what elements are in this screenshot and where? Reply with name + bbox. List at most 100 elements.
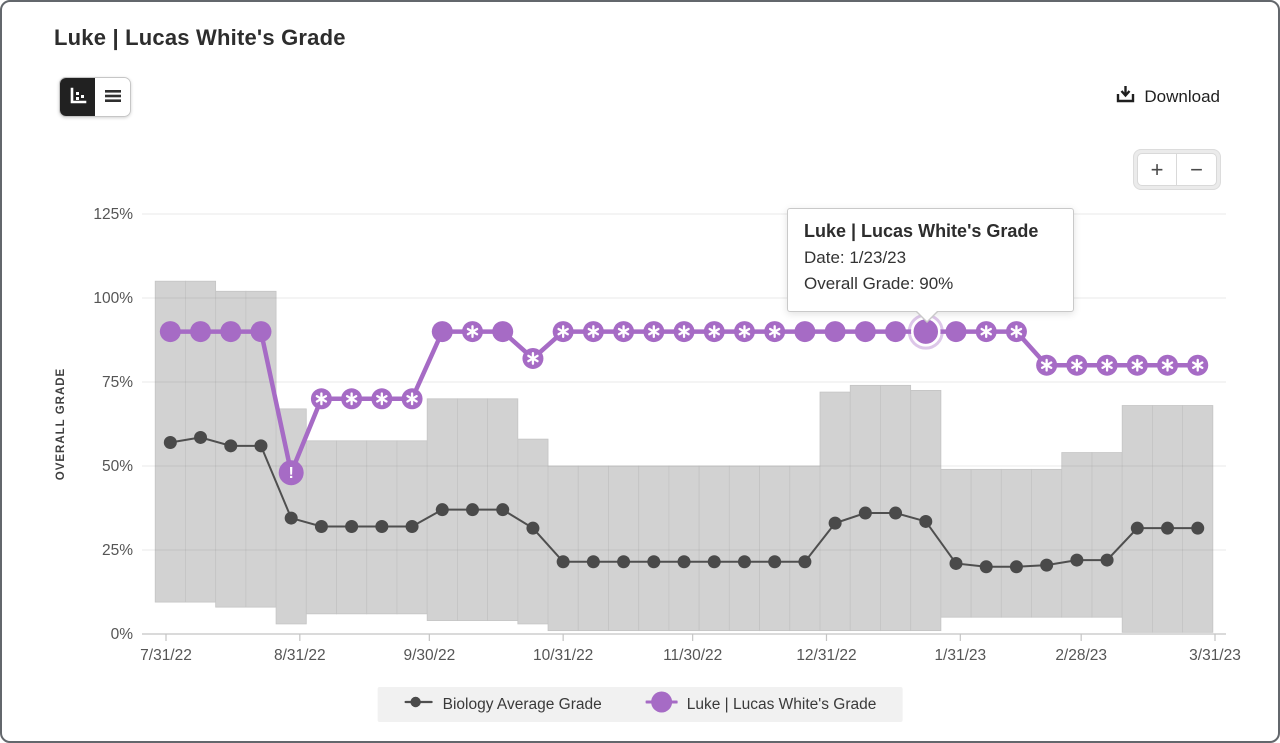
range-bar — [910, 389, 942, 632]
biology-grade-point[interactable] — [1070, 553, 1084, 567]
zoom-controls: + − — [1133, 149, 1221, 190]
luke-grade-point[interactable] — [220, 321, 242, 343]
x-axis-tick-label: 8/31/22 — [274, 647, 326, 664]
download-button[interactable]: Download — [1115, 84, 1220, 110]
biology-grade-point[interactable] — [1100, 553, 1114, 567]
x-axis-tick-label: 3/31/23 — [1189, 647, 1241, 664]
star-asterisk-icon — [768, 327, 781, 336]
star-asterisk-icon — [980, 327, 992, 336]
star-asterisk-icon — [738, 327, 751, 336]
y-axis-tick-label: 75% — [102, 374, 133, 391]
biology-grade-point[interactable] — [465, 503, 479, 517]
table-view-button[interactable] — [95, 78, 130, 116]
luke-grade-point[interactable] — [492, 321, 514, 343]
range-bar — [668, 465, 700, 632]
biology-grade-point[interactable] — [194, 430, 208, 444]
biology-grade-point[interactable] — [798, 555, 812, 569]
range-bar — [638, 465, 670, 632]
download-icon — [1115, 84, 1136, 110]
star-asterisk-icon — [376, 394, 388, 403]
legend-label-luke: Luke | Lucas White's Grade — [686, 695, 877, 713]
tooltip-date: Date: 1/23/23 — [804, 248, 907, 267]
biology-grade-point[interactable] — [163, 435, 177, 449]
x-axis-tick-label: 10/31/22 — [533, 647, 593, 664]
biology-grade-point[interactable] — [254, 439, 268, 453]
biology-grade-point[interactable] — [949, 556, 963, 570]
biology-grade-point[interactable] — [737, 555, 751, 569]
biology-grade-point[interactable] — [556, 555, 570, 569]
chart-view-button[interactable] — [60, 78, 95, 116]
range-bar — [1182, 405, 1214, 633]
range-bar — [1091, 452, 1123, 618]
star-asterisk-icon — [1131, 361, 1144, 370]
luke-grade-point[interactable] — [854, 321, 876, 343]
luke-grade-point[interactable] — [824, 321, 846, 343]
star-asterisk-icon — [678, 327, 690, 336]
range-bar — [728, 465, 760, 632]
zoom-in-button[interactable]: + — [1137, 153, 1177, 186]
range-bar — [940, 468, 972, 618]
biology-grade-point[interactable] — [677, 555, 691, 569]
biology-grade-point[interactable] — [617, 555, 631, 569]
biology-grade-point[interactable] — [284, 511, 298, 525]
biology-grade-point[interactable] — [1191, 521, 1205, 535]
page-title: Luke | Lucas White's Grade — [54, 25, 346, 50]
biology-grade-point[interactable] — [224, 439, 238, 453]
biology-grade-point[interactable] — [1009, 560, 1023, 574]
biology-grade-point[interactable] — [1161, 521, 1175, 535]
range-bar — [1121, 405, 1153, 633]
biology-grade-point[interactable] — [768, 555, 782, 569]
luke-grade-point[interactable] — [945, 321, 967, 343]
biology-grade-point[interactable] — [435, 503, 449, 517]
legend-item-biology[interactable]: Biology Average Grade — [404, 694, 602, 715]
luke-grade-point[interactable] — [431, 321, 453, 343]
star-asterisk-icon — [617, 327, 630, 336]
biology-grade-point[interactable] — [345, 519, 359, 533]
tooltip-title: Luke | Lucas White's Grade — [804, 221, 1039, 241]
biology-grade-point[interactable] — [979, 560, 993, 574]
biology-grade-point[interactable] — [405, 519, 419, 533]
biology-grade-point[interactable] — [526, 521, 540, 535]
biology-grade-point[interactable] — [496, 503, 510, 517]
luke-grade-point[interactable] — [190, 321, 212, 343]
luke-grade-point-warning[interactable] — [278, 460, 304, 486]
star-asterisk-icon — [1010, 327, 1023, 336]
star-asterisk-icon — [557, 327, 569, 336]
legend-item-luke[interactable]: Luke | Lucas White's Grade — [645, 690, 877, 719]
star-asterisk-icon — [648, 327, 660, 336]
range-bar — [819, 391, 851, 632]
luke-grade-point[interactable] — [885, 321, 907, 343]
star-asterisk-icon — [1101, 361, 1113, 370]
biology-grade-point[interactable] — [1130, 521, 1144, 535]
zoom-out-button[interactable]: − — [1177, 153, 1217, 186]
biology-grade-point[interactable] — [919, 514, 933, 528]
biology-grade-point[interactable] — [586, 555, 600, 569]
luke-grade-point[interactable] — [250, 321, 272, 343]
biology-grade-point[interactable] — [1040, 558, 1054, 572]
tooltip-grade: Overall Grade: 90% — [804, 274, 954, 294]
y-axis-tick-label: 50% — [102, 458, 133, 475]
list-icon — [104, 87, 122, 108]
star-asterisk-icon — [406, 394, 418, 403]
luke-grade-point[interactable] — [794, 321, 816, 343]
star-asterisk-icon — [708, 327, 720, 336]
y-axis-tick-label: 25% — [102, 542, 133, 559]
chart-tooltip: Luke | Lucas White's Grade Date: 1/23/23… — [787, 208, 1074, 323]
biology-grade-point[interactable] — [828, 516, 842, 530]
biology-grade-point[interactable] — [314, 519, 328, 533]
biology-grade-point[interactable] — [375, 519, 389, 533]
biology-grade-point[interactable] — [858, 506, 872, 520]
biology-grade-point[interactable] — [647, 555, 661, 569]
range-bar — [970, 468, 1002, 618]
star-asterisk-icon — [527, 354, 539, 363]
x-axis-tick-label: 9/30/22 — [403, 647, 455, 664]
range-bar — [1152, 405, 1184, 633]
biology-grade-point[interactable] — [889, 506, 903, 520]
star-asterisk-icon — [1071, 361, 1083, 370]
range-bar — [759, 465, 791, 632]
biology-grade-point[interactable] — [707, 555, 721, 569]
luke-grade-point[interactable] — [159, 321, 181, 343]
star-asterisk-icon — [1040, 361, 1053, 370]
